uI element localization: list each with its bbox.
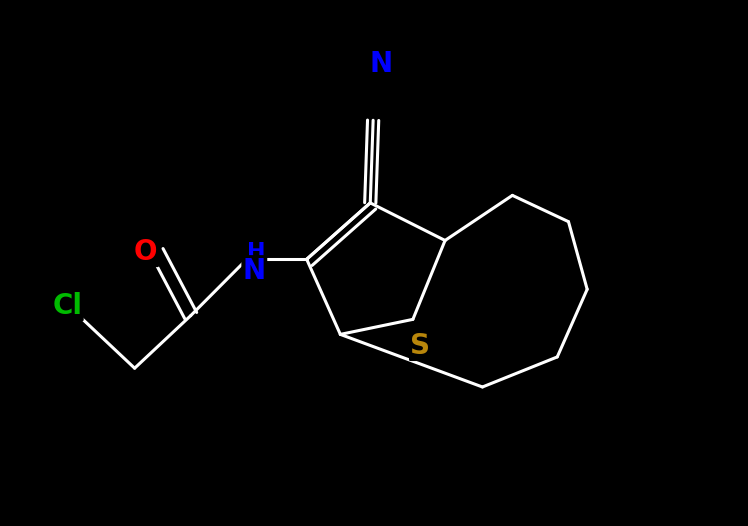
Text: H: H (247, 242, 265, 262)
Text: S: S (411, 332, 430, 360)
Text: Cl: Cl (52, 292, 82, 320)
Text: N: N (370, 50, 393, 78)
Text: O: O (134, 238, 158, 266)
Text: N: N (243, 257, 266, 285)
